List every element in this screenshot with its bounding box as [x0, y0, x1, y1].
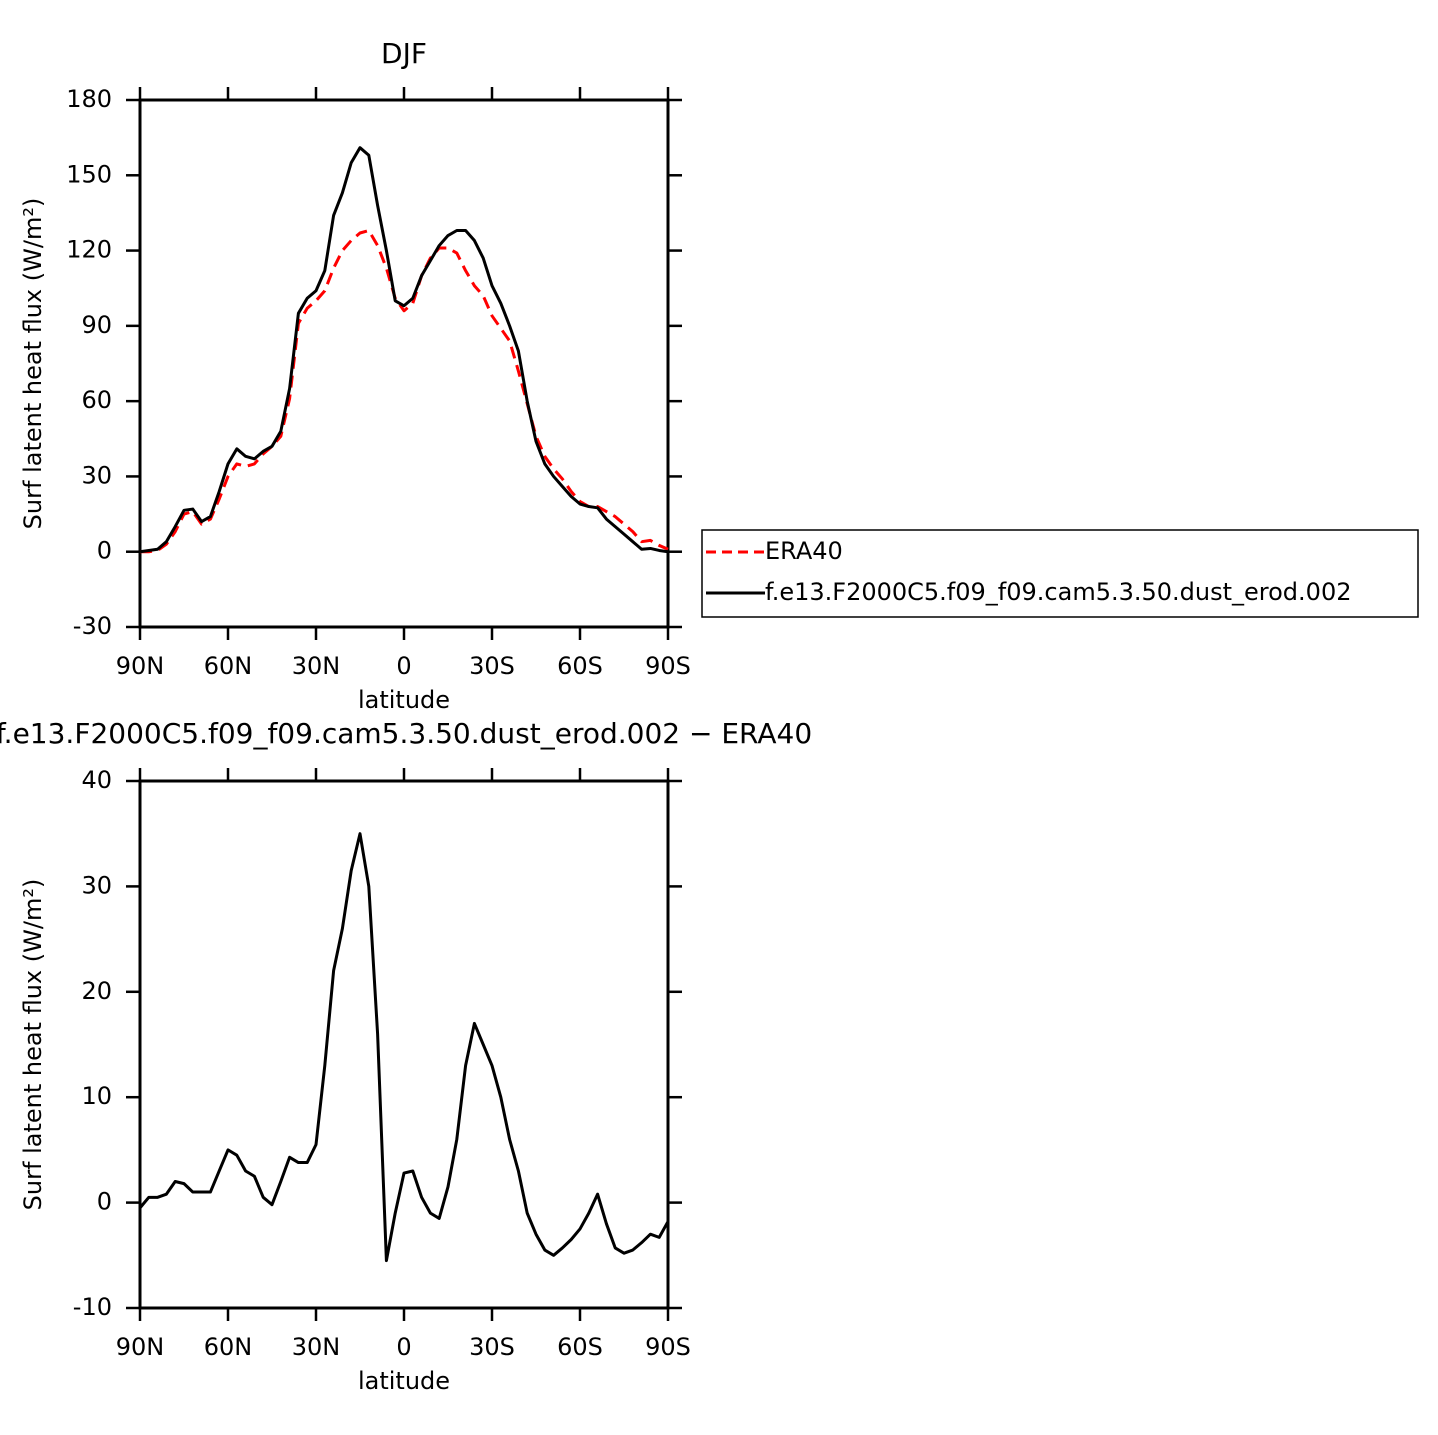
- legend-label: f.e13.F2000C5.f09_f09.cam5.3.50.dust_ero…: [765, 578, 1351, 606]
- x-tick-label: 30N: [292, 1333, 341, 1361]
- y-tick-label: 120: [66, 236, 112, 264]
- x-tick-label: 30S: [469, 1333, 515, 1361]
- y-tick-label: 180: [66, 85, 112, 113]
- y-tick-label: 150: [66, 160, 112, 188]
- chart-title: DJF: [381, 37, 427, 70]
- y-tick-label: -30: [73, 612, 112, 640]
- y-tick-label: 60: [81, 386, 112, 414]
- x-tick-label: 90S: [645, 1333, 691, 1361]
- plot-frame: [138, 779, 670, 1310]
- x-tick-label: 60N: [204, 652, 253, 680]
- x-axis-label: latitude: [358, 686, 450, 714]
- plot-frame: [138, 98, 670, 629]
- legend-box: [701, 529, 1419, 618]
- y-tick-label: 30: [81, 461, 112, 489]
- x-tick-label: 30N: [292, 652, 341, 680]
- y-tick-label: 30: [81, 871, 112, 899]
- y-tick-label: -10: [73, 1293, 112, 1321]
- y-tick-label: 90: [81, 311, 112, 339]
- legend-label: ERA40: [765, 537, 843, 565]
- y-axis-label: Surf latent heat flux (W/m²): [19, 879, 47, 1211]
- data-line: [140, 228, 669, 554]
- y-tick-label: 20: [81, 977, 112, 1005]
- x-tick-label: 30S: [469, 652, 515, 680]
- data-line: [138, 832, 670, 1263]
- y-tick-label: 0: [97, 1188, 112, 1216]
- chart-title: f.e13.F2000C5.f09_f09.cam5.3.50.dust_ero…: [0, 717, 812, 750]
- x-tick-label: 90S: [645, 652, 691, 680]
- x-tick-label: 0: [396, 1333, 411, 1361]
- y-axis-label: Surf latent heat flux (W/m²): [19, 198, 47, 530]
- x-tick-label: 60N: [204, 1333, 253, 1361]
- x-axis-label: latitude: [358, 1367, 450, 1395]
- x-tick-label: 0: [396, 652, 411, 680]
- y-tick-label: 0: [97, 537, 112, 565]
- x-tick-label: 60S: [557, 1333, 603, 1361]
- x-tick-label: 60S: [557, 652, 603, 680]
- data-line: [139, 146, 669, 554]
- x-tick-label: 90N: [116, 1333, 165, 1361]
- y-tick-label: 40: [81, 766, 112, 794]
- y-tick-label: 10: [81, 1082, 112, 1110]
- x-tick-label: 90N: [116, 652, 165, 680]
